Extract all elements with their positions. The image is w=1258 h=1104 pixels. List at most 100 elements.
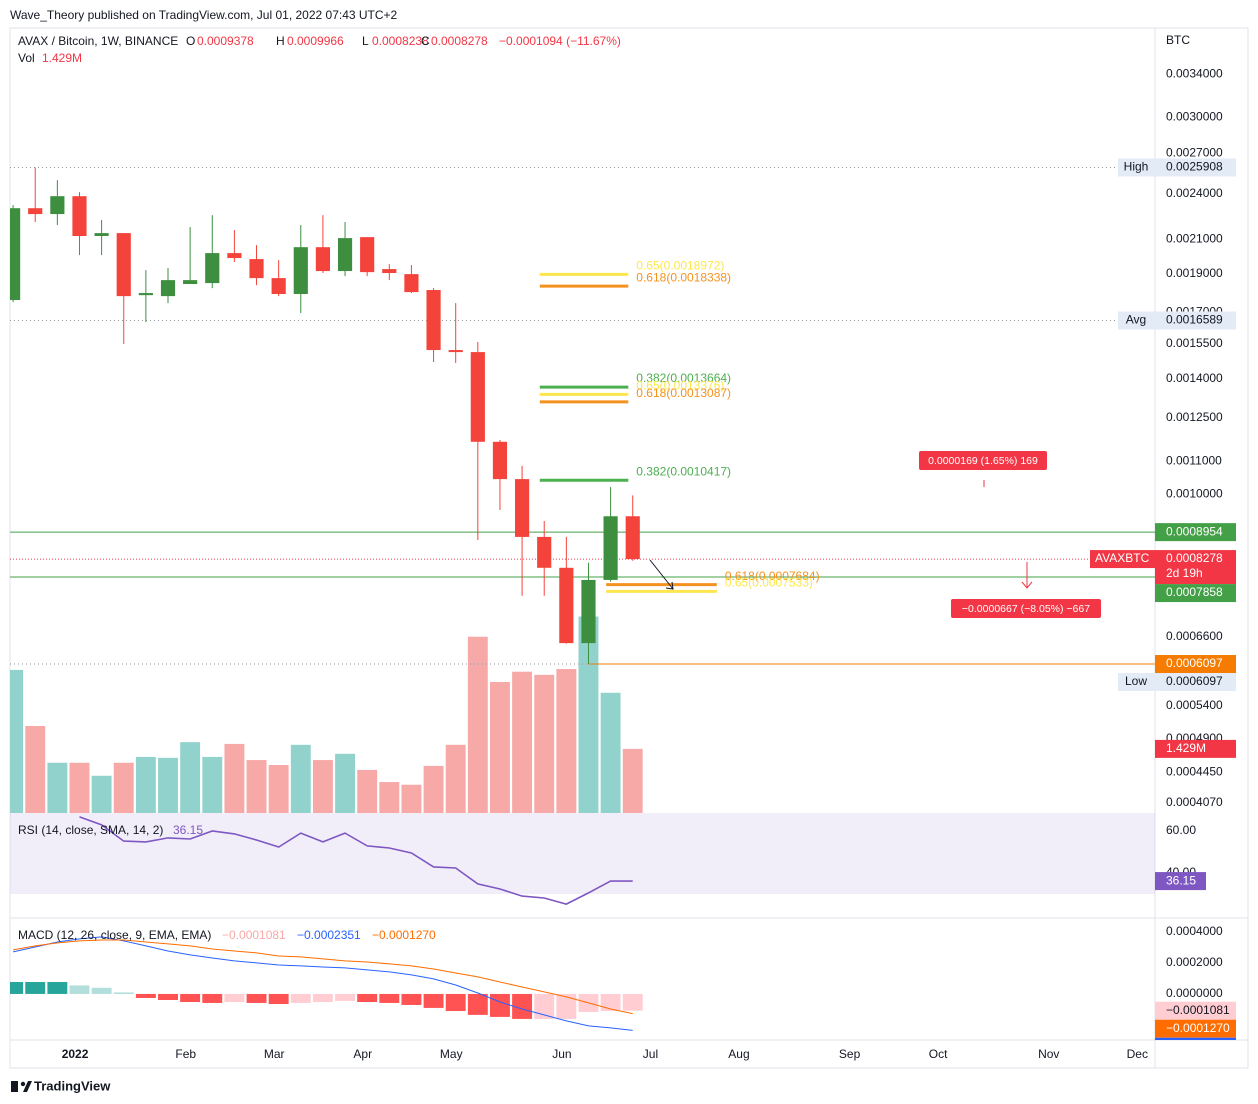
candle-body: [249, 259, 264, 279]
volume-bar: [290, 744, 311, 813]
volume-badge-label: 1.429M: [1166, 741, 1206, 755]
y-tick-label: 0.0004450: [1166, 764, 1223, 778]
candle-body: [337, 238, 353, 272]
y-tick-label: 0.0004000: [1166, 924, 1223, 938]
volume-bar: [25, 725, 46, 813]
fib-label: 0.382(0.0010417): [636, 464, 731, 478]
x-tick-label: Sep: [839, 1047, 861, 1061]
level-badge: [1118, 673, 1155, 692]
y-tick-label: 0.0014000: [1166, 371, 1223, 385]
macd-value: −0.0002351: [297, 928, 361, 942]
candle-body: [138, 293, 153, 296]
footer-brand: TradingView: [34, 1078, 111, 1093]
fib-label: 0.618(0.0013087): [636, 386, 731, 400]
volume-bar: [578, 616, 599, 813]
macd-histogram-bar: [379, 993, 400, 1003]
candle-body: [271, 278, 286, 295]
y-tick-label: 0.0010000: [1166, 486, 1223, 500]
volume-bar: [268, 765, 289, 813]
x-tick-label: 2022: [62, 1047, 89, 1061]
x-tick-label: Nov: [1038, 1047, 1059, 1061]
volume-bar: [445, 744, 466, 813]
candle-body: [492, 441, 508, 480]
y-tick-label: 0.0015500: [1166, 336, 1223, 350]
macd-histogram-bar: [10, 982, 24, 994]
candle-body: [581, 579, 596, 644]
macd-histogram-bar: [335, 993, 356, 1001]
volume-bar: [158, 757, 178, 813]
level-name: Avg: [1126, 313, 1146, 327]
rsi-pane: [10, 813, 1155, 905]
line-badge-label: 0.0008954: [1166, 524, 1223, 538]
axes: 0.0034000 0.0030000 0.0027000 0.0024000 0.00…: [62, 66, 1236, 1061]
macd-badge: [1155, 1037, 1236, 1040]
line-badge-label: 0.0007858: [1166, 585, 1223, 599]
rsi-title: RSI (14, close, SMA, 14, 2): [18, 823, 163, 837]
candle-body: [160, 280, 176, 297]
macd-histogram-bar: [180, 993, 201, 1003]
candle-body: [537, 536, 552, 568]
rsi-band: [10, 813, 1155, 894]
price-pane: 0.65(0.0018972)0.618(0.0018338) 0.382(0.0…: [10, 166, 1155, 813]
volume-bar: [69, 762, 90, 813]
x-tick-label: Feb: [175, 1047, 196, 1061]
candle-body: [94, 233, 109, 236]
macd-hist-value: −0.0001081: [222, 928, 286, 942]
level-badge: [1155, 311, 1236, 330]
candle-body: [28, 208, 43, 215]
line-badge: [1155, 655, 1236, 674]
rsi-value: 36.15: [173, 823, 203, 837]
y-tick-label: 0.0000000: [1166, 986, 1223, 1000]
level-name: High: [1124, 160, 1149, 174]
macd-histogram-bar: [91, 987, 112, 994]
level-value: 0.0025908: [1166, 160, 1223, 174]
measure-label: 0.0000169 (1.65%) 169: [928, 455, 1038, 467]
fib-label: 0.65(0.0007533): [725, 576, 813, 590]
hist-badge: [1155, 1001, 1236, 1020]
y-tick-label: 0.0011000: [1166, 454, 1222, 468]
macd-histogram-bar: [556, 993, 577, 1019]
macd-histogram-bar: [25, 982, 46, 994]
y-tick-label: 0.0002000: [1166, 955, 1223, 969]
macd-histogram-bar: [246, 993, 267, 1003]
y-tick-label: 0.0021000: [1166, 232, 1223, 246]
volume-bar: [556, 669, 577, 813]
macd-histogram-bar: [202, 993, 223, 1003]
line-badge: [1155, 523, 1236, 542]
candle-body: [227, 253, 242, 259]
countdown-label: 2d 19h: [1166, 566, 1203, 580]
level-value: 0.0006097: [1166, 674, 1223, 688]
y-tick-label: 0.0019000: [1166, 266, 1223, 280]
x-tick-label: May: [440, 1047, 463, 1061]
macd-histogram-bar: [534, 993, 555, 1019]
volume-name: Vol: [18, 51, 35, 65]
candle-body: [72, 196, 87, 236]
ohlc-value: 0.0008238: [372, 34, 429, 48]
y-tick-label: 0.0012500: [1166, 410, 1223, 424]
price-badge-label: 0.0008278: [1166, 551, 1223, 565]
volume-bar: [379, 782, 400, 813]
x-tick-label: Jul: [643, 1047, 658, 1061]
macd-histogram-bar: [423, 993, 444, 1008]
x-tick-label: Oct: [929, 1047, 948, 1061]
volume-bar: [10, 669, 24, 813]
volume-bar: [534, 674, 555, 813]
level-value: 0.0016589: [1166, 313, 1223, 327]
line-badge-label: 0.0006097: [1166, 656, 1223, 670]
ohlc-name: H: [276, 34, 285, 48]
candle-body: [448, 350, 463, 353]
volume-bar: [335, 753, 356, 813]
fib-label: 0.65(0.0013376): [636, 379, 724, 393]
y-tick-label: 0.0027000: [1166, 145, 1223, 159]
volume-bar: [224, 743, 245, 813]
macd-histogram-bar: [290, 993, 311, 1003]
macd-histogram-bar: [113, 992, 134, 994]
logo: [11, 1081, 32, 1092]
macd-title: MACD (12, 26, close, 9, EMA, EMA): [18, 928, 211, 942]
candle-body: [426, 290, 441, 351]
macd-histogram-bar: [268, 993, 289, 1005]
candle-body: [116, 233, 131, 297]
macd-histogram-bar: [135, 993, 156, 998]
rsi-badge-label: 36.15: [1166, 873, 1196, 887]
candle-body: [360, 237, 375, 273]
